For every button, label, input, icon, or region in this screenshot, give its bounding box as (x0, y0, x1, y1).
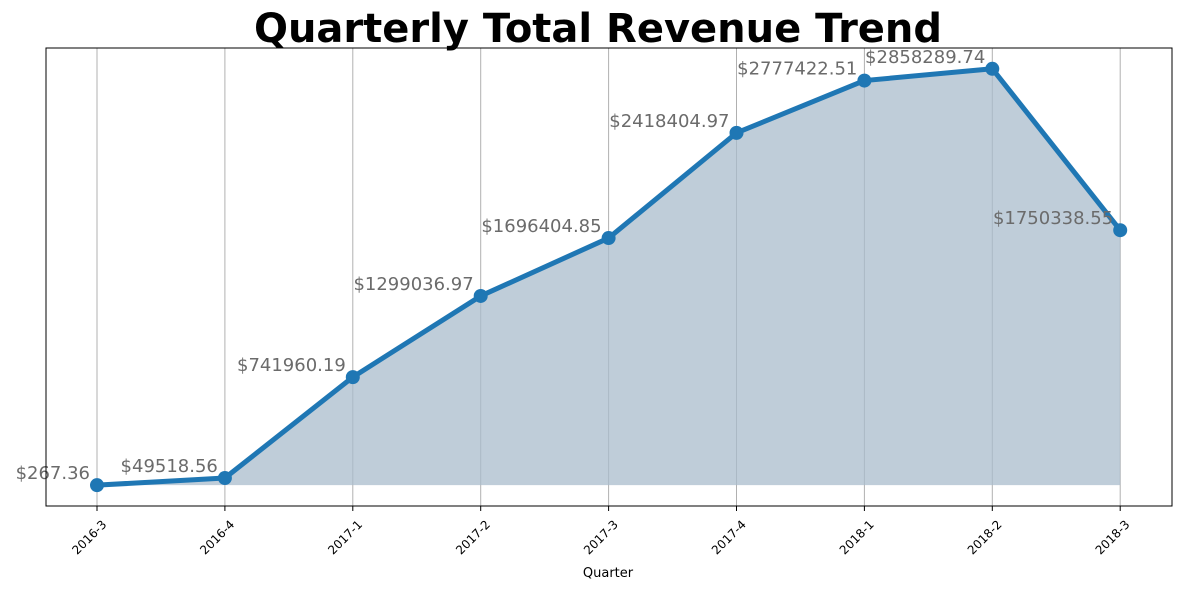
x-tick-label: 2017-4 (709, 517, 749, 557)
data-label: $49518.56 (121, 456, 218, 477)
data-point (90, 478, 104, 493)
data-label: $2858289.74 (865, 47, 985, 68)
x-tick-label: 2016-4 (197, 517, 237, 557)
x-axis-label: Quarter (583, 566, 634, 581)
data-point (1113, 223, 1128, 238)
chart-title: Quarterly Total Revenue Trend (254, 6, 942, 52)
data-labels: $267.36 $49518.56 $741960.19 $1299036.97 $16… (16, 47, 1114, 484)
data-point (601, 231, 616, 246)
data-label: $2777422.51 (737, 59, 857, 80)
x-axis-ticks: 2016-3 2016-4 2017-1 2017-2 2017-3 2017-4 2018… (69, 506, 1133, 557)
data-point (473, 288, 488, 303)
data-point (217, 471, 232, 486)
data-label: $1750338.55 (993, 208, 1113, 229)
x-tick-label: 2018-1 (837, 517, 877, 557)
data-label: $2418404.97 (609, 111, 729, 132)
data-label: $741960.19 (237, 355, 346, 376)
x-tick-label: 2017-3 (581, 517, 621, 557)
data-label: $267.36 (16, 463, 90, 484)
x-tick-label: 2017-1 (325, 517, 365, 557)
data-label: $1696404.85 (481, 216, 601, 237)
x-tick-label: 2018-3 (1093, 517, 1133, 557)
data-point (345, 370, 360, 385)
data-point (985, 61, 1000, 76)
data-label: $1299036.97 (353, 274, 473, 295)
data-point (857, 73, 872, 88)
x-tick-label: 2016-3 (69, 517, 109, 557)
x-tick-label: 2017-2 (453, 517, 493, 557)
data-point (729, 125, 744, 140)
data-points (90, 61, 1128, 493)
x-tick-label: 2018-2 (965, 517, 1005, 557)
